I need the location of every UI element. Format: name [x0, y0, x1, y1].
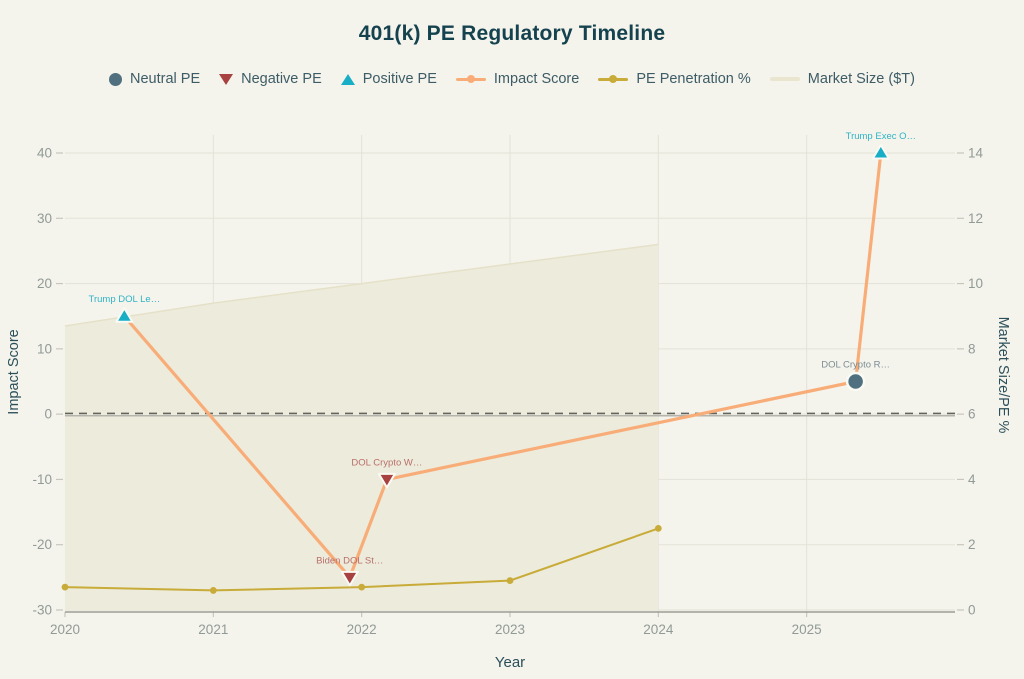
y-right-tick-label: 12 — [968, 211, 983, 226]
x-tick-label: 2023 — [495, 622, 525, 637]
event-marker-positive-triangle[interactable] — [115, 307, 134, 323]
legend-item-pe-penetration[interactable]: PE Penetration % — [598, 71, 751, 87]
legend-label-negative-pe: Negative PE — [241, 71, 322, 87]
pe-penetration-point[interactable] — [358, 583, 366, 591]
legend-item-impact-score[interactable]: Impact Score — [455, 71, 580, 87]
x-tick-label: 2020 — [50, 622, 80, 637]
y-right-tick-label: 4 — [968, 472, 976, 487]
x-tick-label: 2022 — [347, 622, 377, 637]
pe-penetration-point[interactable] — [61, 583, 69, 591]
y-left-tick-label: 0 — [44, 407, 52, 422]
positive-pe-triangle-up-icon — [340, 73, 355, 85]
event-label: Biden DOL St… — [316, 555, 383, 566]
event-marker-positive-triangle[interactable] — [871, 144, 890, 160]
y-left-tick-label: -30 — [32, 603, 52, 618]
legend-label-positive-pe: Positive PE — [362, 71, 437, 87]
y-right-tick-label: 14 — [968, 146, 984, 161]
y-axis-title-left: Impact Score — [6, 329, 22, 415]
market-size-area — [65, 244, 659, 610]
y-right-tick-label: 10 — [968, 276, 983, 291]
legend-item-negative-pe[interactable]: Negative PE — [219, 71, 322, 87]
legend: Neutral PE Negative PE Positive PE Impac… — [0, 71, 1024, 87]
page-title: 401(k) PE Regulatory Timeline — [358, 22, 666, 45]
y-left-tick-label: -20 — [32, 537, 52, 552]
event-label: DOL Crypto W… — [351, 457, 422, 468]
y-right-tick-label: 2 — [968, 537, 976, 552]
y-left-tick-label: -10 — [32, 472, 52, 487]
pe-penetration-point[interactable] — [506, 577, 514, 585]
event-marker-negative-triangle[interactable] — [377, 472, 396, 489]
y-right-tick-label: 6 — [968, 407, 976, 422]
y-left-tick-label: 40 — [37, 146, 52, 161]
event-marker-negative-triangle[interactable] — [340, 570, 359, 587]
market-size-area-edge — [64, 243, 659, 327]
legend-label-market-size: Market Size ($T) — [807, 71, 915, 87]
y-left-tick-label: 20 — [37, 276, 52, 291]
event-label: Trump Exec O… — [846, 131, 916, 142]
x-tick-label: 2025 — [792, 622, 822, 637]
y-left-tick-label: 30 — [37, 211, 52, 226]
neutral-pe-circle-icon — [109, 72, 123, 86]
legend-item-market-size[interactable]: Market Size ($T) — [769, 71, 915, 87]
y-axis-title-right: Market Size/PE % — [995, 316, 1011, 434]
pe-penetration-point[interactable] — [209, 587, 217, 594]
legend-label-neutral-pe: Neutral PE — [130, 71, 201, 87]
market-size-swatch-icon — [769, 77, 800, 81]
pe-penetration-line-icon — [598, 75, 629, 83]
legend-label-pe-penetration: PE Penetration % — [636, 71, 751, 87]
x-axis-title: Year — [494, 654, 526, 671]
x-tick-label: 2021 — [198, 622, 228, 637]
legend-label-impact-score: Impact Score — [493, 71, 580, 87]
event-marker-neutral-circle[interactable] — [845, 371, 866, 392]
x-tick-label: 2024 — [643, 622, 674, 637]
negative-pe-triangle-down-icon — [219, 73, 234, 85]
event-label: Trump DOL Le… — [89, 294, 161, 305]
event-label: DOL Crypto R… — [821, 360, 890, 371]
y-right-tick-label: 0 — [968, 603, 976, 618]
y-right-tick-label: 8 — [968, 341, 976, 356]
pe-penetration-point[interactable] — [654, 524, 662, 532]
legend-item-positive-pe[interactable]: Positive PE — [340, 71, 437, 87]
y-left-tick-label: 10 — [37, 341, 52, 356]
legend-item-neutral-pe[interactable]: Neutral PE — [109, 71, 200, 87]
impact-score-line-icon — [455, 75, 486, 83]
